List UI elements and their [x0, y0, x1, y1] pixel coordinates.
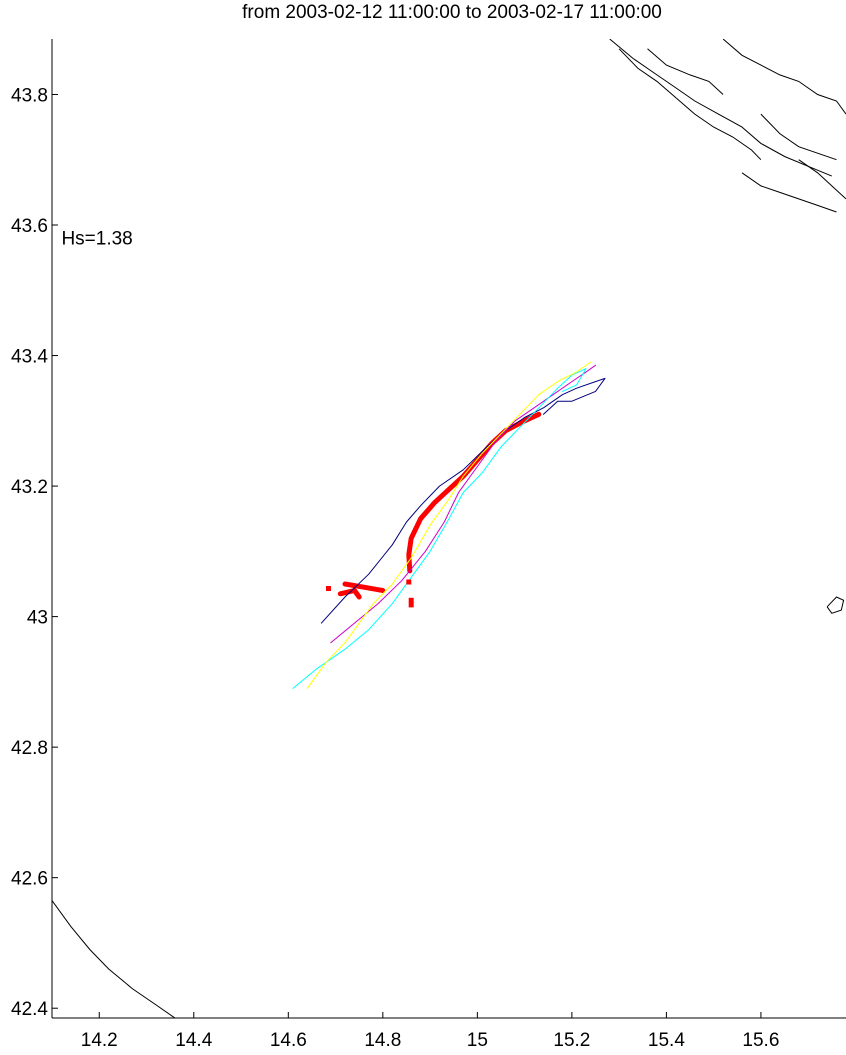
- x-tick-label-1: 14.4: [175, 1030, 212, 1051]
- y-tick-label-2: 42.8: [11, 738, 48, 759]
- x-ticks: 14.2 14.4 14.6 14.8 15 15.2 15.4 15.6: [81, 1012, 779, 1051]
- coastline-8: [826, 596, 845, 614]
- y-tick-label-7: 43.8: [11, 85, 48, 106]
- x-tick-label-7: 15.6: [742, 1030, 779, 1051]
- x-tick-label-5: 15.2: [553, 1030, 590, 1051]
- x-tick-label-6: 15.4: [648, 1030, 685, 1051]
- plot-area: [52, 39, 846, 1018]
- scatter-point-0-1: [406, 579, 412, 585]
- series-layer: [292, 361, 606, 689]
- y-ticks: 42.4 42.6 42.8 43 43.2 43.4 43.6 43.8: [11, 85, 58, 1020]
- y-tick-label-1: 42.6: [11, 869, 48, 890]
- coastline-6: [741, 172, 837, 213]
- coastline-0: [52, 900, 176, 1018]
- annotation-hs: Hs=1.38: [61, 229, 132, 250]
- trajectory-line-5: [292, 368, 587, 689]
- chart-title: from 2003-02-12 11:00:00 to 2003-02-17 1…: [242, 2, 662, 23]
- trajectory-line-1: [342, 581, 386, 593]
- trajectory-line-4: [330, 364, 596, 644]
- trajectory-line-6: [306, 361, 592, 689]
- coastline-5: [760, 113, 837, 161]
- scatter-point-0-2: [408, 597, 414, 603]
- x-tick-label-3: 14.8: [364, 1030, 401, 1051]
- trajectory-line-2: [337, 588, 362, 600]
- y-tick-label-3: 43: [27, 608, 48, 629]
- scatter-point-0-3: [408, 602, 414, 608]
- coastline-layer: [52, 39, 846, 1018]
- coastline-2: [618, 48, 762, 161]
- y-tick-label-0: 42.4: [11, 999, 48, 1020]
- y-tick-label-5: 43.4: [11, 347, 48, 368]
- coastline-1: [609, 39, 832, 177]
- x-tick-label-2: 14.6: [270, 1030, 307, 1051]
- coastline-4: [722, 39, 846, 115]
- y-tick-label-4: 43.2: [11, 477, 48, 498]
- x-tick-label-0: 14.2: [81, 1030, 118, 1051]
- trajectory-line-3: [320, 377, 606, 624]
- x-tick-label-4: 15: [467, 1030, 488, 1051]
- y-tick-label-6: 43.6: [11, 216, 48, 237]
- coastline-3: [647, 48, 724, 95]
- coastline-7: [798, 159, 846, 200]
- scatter-point-0-0: [326, 586, 331, 591]
- annotations: Hs=1.38: [61, 229, 132, 250]
- scatter-layer: [326, 579, 414, 608]
